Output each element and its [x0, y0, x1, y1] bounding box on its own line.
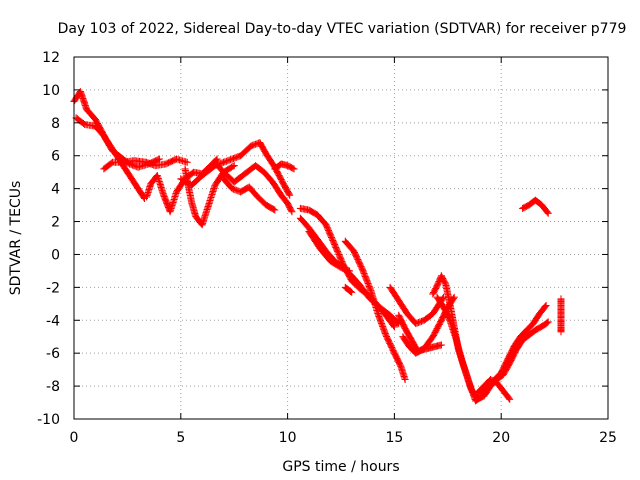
y-tick-label: -6	[46, 346, 60, 362]
series-trace-9	[271, 160, 298, 173]
series-markers	[557, 295, 565, 336]
y-tick-label: 0	[51, 247, 60, 263]
data-points	[70, 88, 565, 405]
series-trace-13	[341, 237, 409, 383]
series-trace-21	[519, 196, 552, 217]
series-trace-7	[211, 158, 296, 216]
y-axis-ticks: -10 -8 -6 -4 -2 0 2 4 6 8 10 12	[37, 50, 608, 428]
series-trace-10	[296, 204, 403, 328]
y-tick-label: 6	[51, 149, 60, 165]
series-markers	[220, 175, 279, 214]
series-trace-11	[296, 214, 398, 331]
x-axis-ticks: 0 5 10 15 20 25	[70, 57, 617, 446]
y-tick-label: -8	[46, 379, 60, 395]
y-tick-label: 12	[42, 50, 60, 66]
series-markers	[341, 283, 356, 296]
chart-title: Day 103 of 2022, Sidereal Day-to-day VTE…	[58, 21, 627, 37]
x-tick-label: 25	[599, 430, 617, 446]
series-trace-19	[433, 293, 550, 405]
y-tick-label: 2	[51, 215, 60, 231]
x-tick-label: 0	[70, 430, 79, 446]
x-tick-label: 10	[279, 430, 297, 446]
x-tick-label: 5	[176, 430, 185, 446]
series-markers	[519, 196, 552, 217]
y-tick-label: -10	[37, 412, 60, 428]
series-markers	[100, 155, 191, 173]
x-axis-label: GPS time / hours	[282, 459, 399, 475]
series-trace-3	[100, 155, 191, 173]
series-trace-8	[220, 175, 279, 214]
grid-lines	[74, 57, 608, 419]
series-trace-20	[474, 376, 514, 403]
series-markers	[296, 204, 403, 328]
y-tick-label: -2	[46, 280, 60, 296]
series-trace-6	[177, 139, 294, 199]
y-tick-label: -4	[46, 313, 60, 329]
series-markers	[177, 139, 294, 199]
series-markers	[341, 237, 409, 383]
series-trace-22	[557, 295, 565, 336]
series-markers	[271, 160, 298, 173]
y-axis-label: SDTVAR / TECUs	[8, 181, 24, 296]
y-tick-label: 4	[51, 182, 60, 198]
plot-frame	[73, 56, 609, 420]
series-trace-12	[305, 227, 353, 275]
series-markers	[305, 227, 353, 275]
series-markers	[211, 158, 296, 216]
y-tick-label: 8	[51, 116, 60, 132]
series-markers	[474, 376, 514, 403]
series-trace-17	[399, 333, 445, 357]
x-tick-label: 15	[385, 430, 403, 446]
series-trace-14	[341, 283, 356, 296]
y-tick-label: 10	[42, 83, 60, 99]
x-tick-label: 20	[492, 430, 510, 446]
series-markers	[433, 293, 550, 405]
series-markers	[399, 333, 445, 357]
series-markers	[296, 214, 398, 331]
